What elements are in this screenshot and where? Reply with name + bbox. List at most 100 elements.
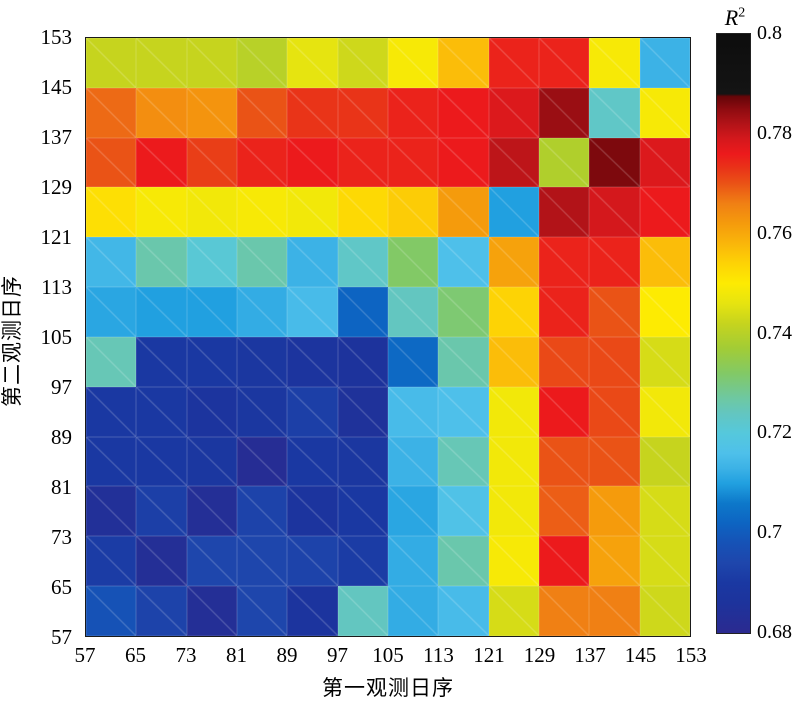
y-tick-label: 153 [40,25,73,49]
heatmap-cell [337,536,388,587]
heatmap-cell [438,486,489,537]
heatmap-cell [86,436,137,487]
heatmap-cell [538,187,590,238]
heatmap-cell [236,436,288,487]
heatmap-cell [639,187,690,238]
heatmap-cell [337,436,388,487]
heatmap-cell [136,536,187,587]
heatmap-cell [639,436,690,487]
heatmap-cell [639,486,690,537]
heatmap-cell [86,536,137,587]
heatmap-cell [86,137,137,188]
colorbar-tick-label: 0.74 [757,321,792,344]
heatmap-cell [438,87,489,138]
x-tick-label: 137 [574,643,606,667]
heatmap-cell [387,436,439,487]
heatmap-cell [639,586,690,636]
heatmap-cell [639,87,690,138]
heatmap-cell [438,187,489,238]
heatmap-cell [387,137,439,188]
x-tick-label: 129 [523,643,556,667]
y-tick-label: 145 [40,75,73,99]
heatmap-cell [589,486,640,537]
heatmap-cell [287,586,338,636]
heatmap-cell [387,386,439,437]
colorbar-ticks: 0.8 0.78 0.76 0.74 0.72 0.7 0.68 [757,23,799,642]
heatmap-cell [86,287,137,337]
heatmap-cell [639,536,690,587]
y-tick-label: 65 [51,575,72,599]
plot-area [85,37,691,637]
heatmap-cell [136,38,187,88]
y-tick-label: 105 [40,325,73,349]
heatmap-cell [438,38,489,88]
heatmap-cell [136,336,187,387]
heatmap-cell [639,38,690,88]
heatmap-cell [86,586,137,636]
colorbar-title-base: R [724,5,739,30]
heatmap-cell [186,187,237,238]
heatmap-cell [488,187,539,238]
colorbar-tick-label: 0.7 [757,521,782,544]
heatmap-cell [589,87,640,138]
heatmap-cell [86,386,137,437]
heatmap-cell [538,386,590,437]
heatmap-cell [186,586,237,636]
heatmap-cell [186,536,237,587]
heatmap-cell [387,237,439,288]
heatmap-cell [538,137,590,188]
heatmap-cell [538,486,590,537]
heatmap-cell [639,336,690,387]
heatmap-cell [589,436,640,487]
heatmap-cell [136,137,187,188]
y-tick-label: 81 [51,475,72,499]
heatmap-cell [236,386,288,437]
heatmap-cell [488,436,539,487]
heatmap-cell [488,237,539,288]
heatmap-cell [236,486,288,537]
colorbar [716,33,751,634]
heatmap-cell [589,38,640,88]
heatmap-cell [488,137,539,188]
heatmap-cell [589,237,640,288]
heatmap-cell [86,237,137,288]
heatmap-cell [639,237,690,288]
y-tick-label: 121 [40,225,73,249]
heatmap-cell [236,137,288,188]
heatmap-cell [337,38,388,88]
heatmap-cell [287,87,338,138]
heatmap-cell [337,87,388,138]
heatmap-cell [538,586,590,636]
heatmap-cell [387,287,439,337]
heatmap-cell [86,87,137,138]
heatmap-cell [186,237,237,288]
colorbar-title-exponent: 2 [738,5,746,21]
y-tick-label: 89 [51,425,72,449]
heatmap-cell [589,137,640,188]
heatmap-cell [589,336,640,387]
heatmap-cell [236,87,288,138]
heatmap-cell [337,287,388,337]
heatmap-cell [488,287,539,337]
heatmap-cell [438,436,489,487]
colorbar-tick-label: 0.78 [757,121,792,144]
heatmap-cell [186,38,237,88]
heatmap-cell [186,386,237,437]
heatmap-cell [538,38,590,88]
x-axis-label: 第一观测日序 [322,676,454,700]
heatmap-cell [488,386,539,437]
x-tick-label: 145 [624,643,657,667]
heatmap-cell [589,386,640,437]
heatmap-cell [538,237,590,288]
heatmap-cell [538,536,590,587]
x-tick-label: 81 [226,643,247,667]
heatmap-cell [488,38,539,88]
heatmap-cell [639,287,690,337]
heatmap-cell [438,237,489,288]
heatmap-cell [287,38,338,88]
heatmap-cell [86,38,137,88]
y-axis-ticks: 153 145 137 129 121 113 105 97 89 81 73 65 57 [0,26,78,648]
heatmap-cell [236,38,288,88]
colorbar-tick-label: 0.8 [757,22,782,44]
heatmap-cell [538,336,590,387]
